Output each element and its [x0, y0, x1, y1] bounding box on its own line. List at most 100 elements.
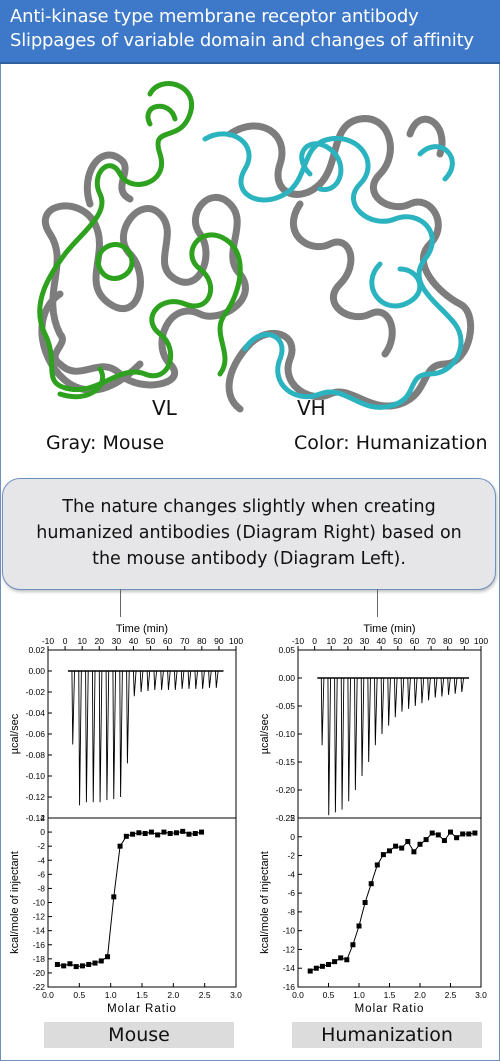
injection-peak — [139, 670, 144, 693]
x-tick-label: 0 — [63, 636, 68, 646]
injection-peak — [374, 677, 378, 746]
vl-human-backbone — [37, 81, 243, 393]
injection-peak — [98, 670, 103, 803]
data-point — [73, 964, 79, 970]
x-tick-label: -10 — [42, 636, 55, 646]
injection-peak — [187, 670, 192, 689]
data-point — [319, 963, 325, 969]
data-point — [362, 900, 368, 905]
x-tick-label: 0.5 — [323, 990, 335, 1000]
data-point — [429, 830, 435, 836]
injection-peak — [85, 670, 89, 803]
y-tick-label: -8 — [37, 883, 45, 893]
x-tick-label: 1.5 — [136, 990, 148, 1000]
header-title-line2: Slippages of variable domain and changes… — [10, 30, 474, 51]
data-point — [180, 828, 186, 834]
y-tick-label: -18 — [33, 954, 46, 964]
data-point — [393, 843, 399, 849]
data-point — [441, 838, 447, 844]
data-point — [307, 968, 313, 974]
vl-mouse-backbone — [41, 194, 249, 389]
y-tick-label: -0.14 — [26, 813, 46, 823]
chart-frame — [297, 817, 482, 988]
injection-peak — [126, 670, 130, 764]
data-point — [111, 894, 117, 900]
injection-peak — [414, 677, 418, 707]
data-point — [54, 961, 60, 967]
vl-human-loops — [57, 103, 178, 400]
x-tick-label: 1.5 — [384, 990, 396, 1000]
x-tick-label: 2.5 — [445, 990, 457, 1000]
data-point — [448, 829, 453, 835]
y-tick-label: 0.00 — [278, 673, 295, 683]
x-tick-label: 50 — [146, 636, 156, 646]
x-axis-title: Molar Ratio — [107, 1003, 177, 1015]
injection-peak — [340, 677, 345, 810]
vh-human-backbone — [202, 131, 464, 410]
vh-mouse-backbone — [225, 115, 475, 413]
x-tick-label: 60 — [163, 636, 173, 646]
data-point — [411, 849, 417, 855]
x-tick-label: 0.5 — [73, 990, 85, 1000]
data-point — [173, 830, 179, 836]
antibody-structure-image — [37, 81, 475, 413]
data-point — [192, 830, 198, 836]
y-tick-label: -2 — [287, 851, 295, 861]
x-axis-title: Time (min) — [116, 623, 168, 635]
x-tick-label: 1.0 — [105, 990, 117, 1000]
injection-peak — [201, 670, 205, 689]
y-tick-label: -14 — [33, 926, 46, 936]
injection-peak — [367, 677, 371, 763]
injection-peak — [78, 670, 82, 806]
data-point — [79, 963, 85, 969]
x-tick-label: 10 — [77, 636, 87, 646]
data-point — [326, 961, 331, 967]
y-tick-label: 0.00 — [28, 666, 45, 676]
y-tick-label: -10 — [283, 926, 296, 936]
mouse-caption: Mouse — [44, 1022, 234, 1048]
humanization-legend-label: Color: Humanization — [294, 432, 488, 454]
x-axis-title: Time (min) — [363, 623, 415, 635]
data-point — [167, 830, 173, 836]
injection-peak — [174, 670, 178, 690]
y-tick-label: -0.02 — [26, 687, 46, 697]
data-point — [105, 954, 111, 960]
mouse-legend-label: Gray: Mouse — [46, 432, 165, 454]
y-tick-label: 0.02 — [28, 645, 45, 655]
data-point — [98, 958, 104, 964]
data-point — [374, 862, 380, 868]
injection-peak — [146, 670, 151, 691]
explanation-callout: The nature changes slightly when creatin… — [2, 478, 496, 590]
x-tick-label: 70 — [426, 636, 436, 646]
y-tick-label: -0.15 — [276, 757, 296, 767]
y-tick-label: -0.12 — [26, 792, 46, 802]
y-tick-label: 0.05 — [278, 645, 295, 655]
left-connector-line — [120, 589, 121, 617]
data-point — [142, 830, 148, 836]
data-point — [186, 831, 192, 837]
injection-peak — [394, 677, 398, 718]
fit-curve — [57, 830, 202, 968]
y-tick-label: -14 — [283, 963, 296, 973]
y-tick-label: -4 — [37, 855, 45, 865]
data-point — [380, 852, 386, 858]
fit-curve — [309, 831, 475, 972]
x-tick-label: 80 — [197, 636, 207, 646]
injection-peak — [407, 677, 411, 709]
y-tick-label: -12 — [33, 912, 46, 922]
injection-peak — [360, 677, 365, 777]
data-point — [130, 831, 136, 837]
x-tick-label: 60 — [410, 636, 420, 646]
data-point — [92, 960, 98, 966]
y-tick-label: -12 — [283, 944, 296, 954]
y-tick-label: -4 — [287, 869, 295, 879]
data-point — [356, 923, 362, 929]
injection-peak — [167, 670, 171, 690]
y-tick-label: -0.20 — [276, 785, 296, 795]
y-tick-label: -0.04 — [26, 708, 46, 718]
data-point — [313, 965, 319, 971]
injection-peak — [160, 670, 164, 690]
data-point — [350, 942, 356, 948]
y-tick-label: -0.05 — [276, 701, 296, 711]
data-point — [161, 829, 167, 835]
